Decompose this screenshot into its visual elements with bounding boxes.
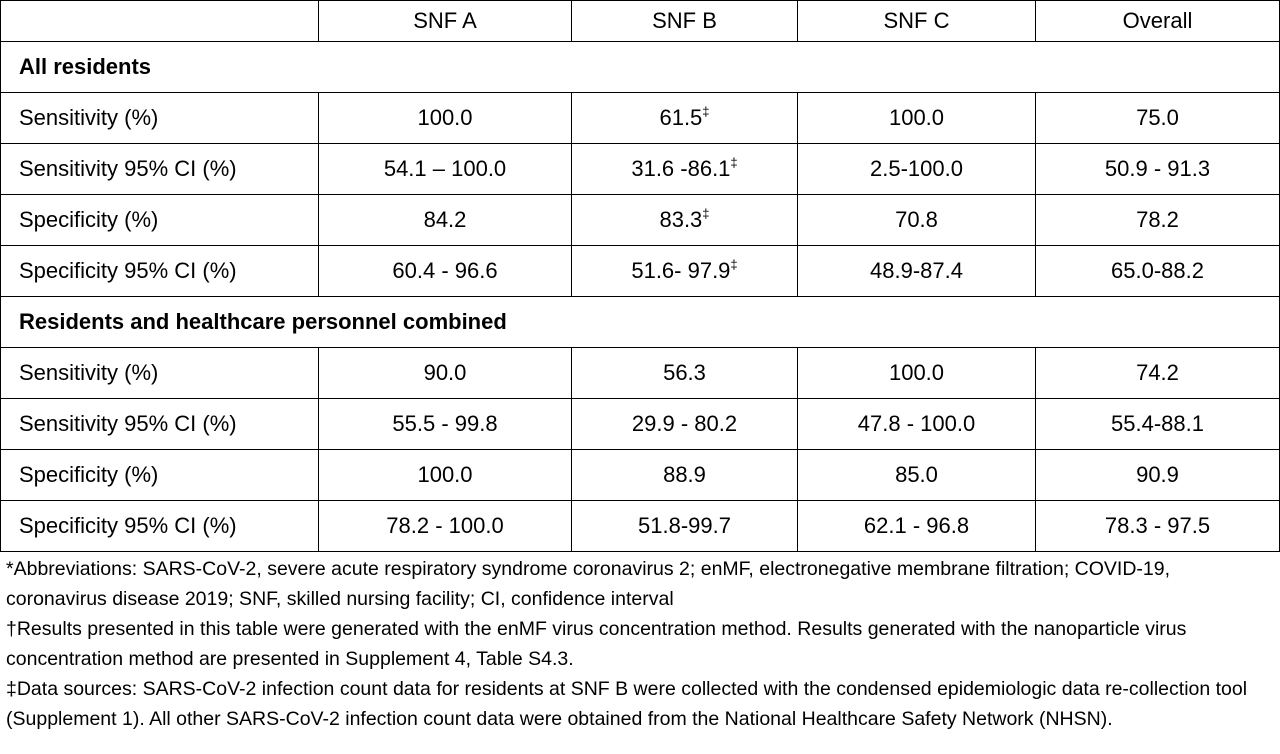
header-cell: SNF B bbox=[571, 0, 798, 42]
footnote-mark: ‡ bbox=[730, 257, 738, 272]
footnote: *Abbreviations: SARS-CoV-2, severe acute… bbox=[6, 558, 1171, 610]
section-title: All residents bbox=[0, 41, 1280, 93]
cell: 51.8-99.7 bbox=[571, 500, 798, 552]
row-label: Specificity (%) bbox=[0, 449, 319, 501]
cell: 100.0 bbox=[318, 92, 572, 144]
cell-value: 61.5 bbox=[659, 105, 703, 130]
cell: 90.9 bbox=[1035, 449, 1280, 501]
header-cell: SNF A bbox=[318, 0, 572, 42]
cell-value: 51.6- 97.9 bbox=[631, 258, 731, 283]
cell: 55.5 - 99.8 bbox=[318, 398, 572, 450]
header-cell: SNF C bbox=[797, 0, 1036, 42]
cell: 90.0 bbox=[318, 347, 572, 399]
cell: 54.1 – 100.0 bbox=[318, 143, 572, 195]
cell-value: 31.6 -86.1 bbox=[631, 156, 731, 181]
data-row: Specificity 95% CI (%) 78.2 - 100.0 51.8-9… bbox=[0, 500, 1280, 552]
cell: 85.0 bbox=[797, 449, 1036, 501]
footnote-mark: ‡ bbox=[702, 104, 710, 119]
data-row: Sensitivity (%) 90.0 56.3 100.0 74.2 bbox=[0, 347, 1280, 399]
results-table: SNF A SNF B SNF C Overall All residents Sens… bbox=[0, 0, 1280, 552]
row-label: Sensitivity (%) bbox=[0, 92, 319, 144]
data-row: Specificity (%) 100.0 88.9 85.0 90.9 bbox=[0, 449, 1280, 501]
cell: 78.2 - 100.0 bbox=[318, 500, 572, 552]
row-label: Specificity 95% CI (%) bbox=[0, 500, 319, 552]
data-row: Sensitivity 95% CI (%) 54.1 – 100.0 31.6 -… bbox=[0, 143, 1280, 195]
cell: 88.9 bbox=[571, 449, 798, 501]
footnote-mark: ‡ bbox=[702, 206, 710, 221]
cell: 47.8 - 100.0 bbox=[797, 398, 1036, 450]
cell: 29.9 - 80.2 bbox=[571, 398, 798, 450]
row-label: Specificity 95% CI (%) bbox=[0, 245, 319, 297]
cell: 84.2 bbox=[318, 194, 572, 246]
cell: 31.6 -86.1‡ bbox=[571, 143, 798, 195]
cell: 74.2 bbox=[1035, 347, 1280, 399]
header-cell: Overall bbox=[1035, 0, 1280, 42]
cell: 78.2 bbox=[1035, 194, 1280, 246]
cell: 83.3‡ bbox=[571, 194, 798, 246]
footnote-mark: ‡ bbox=[730, 155, 738, 170]
cell: 61.5‡ bbox=[571, 92, 798, 144]
row-label: Specificity (%) bbox=[0, 194, 319, 246]
cell: 56.3 bbox=[571, 347, 798, 399]
cell: 100.0 bbox=[797, 92, 1036, 144]
row-label: Sensitivity (%) bbox=[0, 347, 319, 399]
data-row: Specificity (%) 84.2 83.3‡ 70.8 78.2 bbox=[0, 194, 1280, 246]
cell-value: 83.3 bbox=[659, 207, 703, 232]
section-title: Residents and healthcare personnel combi… bbox=[0, 296, 1280, 348]
section-row: Residents and healthcare personnel combi… bbox=[0, 296, 1280, 348]
data-row: Sensitivity 95% CI (%) 55.5 - 99.8 29.9 - … bbox=[0, 398, 1280, 450]
footnote: ‡Data sources: SARS-CoV-2 infection coun… bbox=[6, 678, 1248, 730]
cell: 55.4-88.1 bbox=[1035, 398, 1280, 450]
cell: 51.6- 97.9‡ bbox=[571, 245, 798, 297]
cell: 50.9 - 91.3 bbox=[1035, 143, 1280, 195]
cell: 70.8 bbox=[797, 194, 1036, 246]
cell: 65.0-88.2 bbox=[1035, 245, 1280, 297]
header-row: SNF A SNF B SNF C Overall bbox=[0, 0, 1280, 42]
row-label: Sensitivity 95% CI (%) bbox=[0, 398, 319, 450]
cell: 78.3 - 97.5 bbox=[1035, 500, 1280, 552]
cell: 48.9-87.4 bbox=[797, 245, 1036, 297]
section-row: All residents bbox=[0, 41, 1280, 93]
cell: 100.0 bbox=[318, 449, 572, 501]
row-label: Sensitivity 95% CI (%) bbox=[0, 143, 319, 195]
footnote: †Results presented in this table were ge… bbox=[6, 618, 1187, 670]
footnotes: *Abbreviations: SARS-CoV-2, severe acute… bbox=[0, 552, 1280, 734]
data-row: Specificity 95% CI (%) 60.4 - 96.6 51.6- 9… bbox=[0, 245, 1280, 297]
header-cell bbox=[0, 0, 319, 42]
table-body: All residents Sensitivity (%) 100.0 61.5‡ 10… bbox=[0, 41, 1280, 552]
data-row: Sensitivity (%) 100.0 61.5‡ 100.0 75.0 bbox=[0, 92, 1280, 144]
cell: 100.0 bbox=[797, 347, 1036, 399]
cell: 60.4 - 96.6 bbox=[318, 245, 572, 297]
cell: 2.5-100.0 bbox=[797, 143, 1036, 195]
cell: 75.0 bbox=[1035, 92, 1280, 144]
cell: 62.1 - 96.8 bbox=[797, 500, 1036, 552]
